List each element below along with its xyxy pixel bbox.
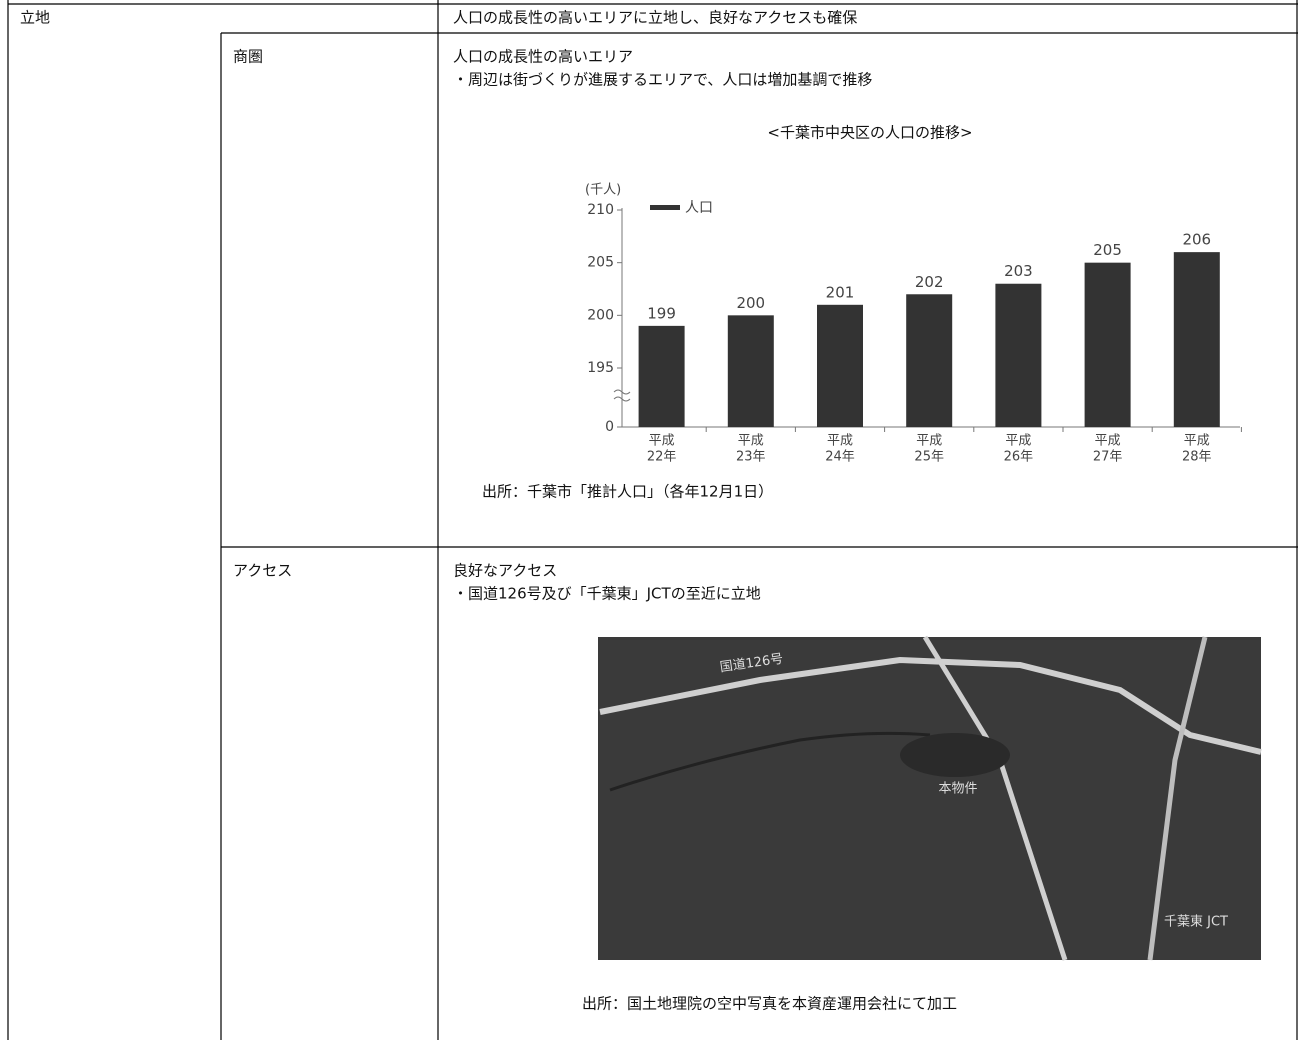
x-tick-label: 22年 — [647, 450, 677, 465]
axis-break — [613, 389, 631, 402]
x-tick-label: 23年 — [736, 450, 766, 465]
value-label: 201 — [826, 283, 855, 301]
row-label: 立地 — [20, 9, 50, 27]
value-label: 200 — [736, 294, 765, 312]
x-tick-label: 平成 — [1184, 434, 1210, 449]
photo-label: 千葉東 JCT — [1164, 914, 1228, 930]
x-tick-label: 24年 — [825, 450, 855, 465]
heading: 良好なアクセス — [453, 562, 557, 580]
value-label: 199 — [647, 304, 676, 322]
bar — [1173, 252, 1220, 427]
x-tick-label: 27年 — [1093, 450, 1123, 465]
photo-label: 本物件 — [938, 782, 977, 797]
legend-label: 人口 — [685, 200, 713, 216]
y-tick-label: 205 — [587, 255, 614, 271]
heading: 人口の成長性の高いエリア — [453, 48, 633, 66]
x-tick-label: 平成 — [738, 434, 764, 449]
aerial-photo: 国道126号 本物件 千葉東 JCT — [598, 635, 1262, 961]
value-label: 205 — [1093, 241, 1122, 259]
x-tick-label: 平成 — [1005, 434, 1031, 449]
value-label: 203 — [1004, 262, 1033, 280]
bar — [995, 283, 1042, 427]
chart-title: <千葉市中央区の人口の推移> — [767, 124, 972, 142]
x-tick-label: 25年 — [914, 450, 944, 465]
y-tick-label: 200 — [587, 307, 614, 323]
x-tick-label: 平成 — [916, 434, 942, 449]
bar — [1084, 262, 1131, 427]
row-label: 商圏 — [233, 48, 263, 66]
bar — [906, 294, 953, 427]
x-tick-label: 26年 — [1004, 450, 1034, 465]
bullet: ・周辺は街づくりが進展するエリアで、人口は増加基調で推移 — [453, 71, 872, 89]
y-tick-label: 210 — [587, 202, 614, 218]
chart: <千葉市中央区の人口の推移> (千人) 0 195 200 205 210 人口 199 平成… — [585, 124, 1242, 465]
photo — [598, 637, 1261, 960]
row-text: 人口の成長性の高いエリアに立地し、良好なアクセスも確保 — [453, 9, 857, 27]
river — [609, 731, 931, 792]
bullet: ・国道126号及び「千葉東」JCTの至近に立地 — [453, 585, 761, 603]
row-label: アクセス — [233, 562, 292, 580]
y-axis-label: (千人) — [585, 183, 621, 198]
pond — [900, 733, 1010, 777]
legend-swatch — [650, 205, 680, 210]
source: 出所：国土地理院の空中写真を本資産運用会社にて加工 — [582, 995, 957, 1013]
road — [599, 656, 1262, 755]
source: 出所：千葉市「推計人口」（各年12月1日） — [482, 483, 773, 501]
x-tick-label: 平成 — [1095, 434, 1121, 449]
y-tick-label: 0 — [605, 419, 614, 435]
y-tick-label: 195 — [587, 360, 614, 376]
value-label: 206 — [1182, 231, 1211, 249]
x-tick-label: 平成 — [649, 434, 675, 449]
x-tick-label: 28年 — [1182, 450, 1212, 465]
value-label: 202 — [915, 273, 944, 291]
road — [1147, 636, 1208, 961]
bar — [638, 325, 685, 427]
x-tick-label: 平成 — [827, 434, 853, 449]
bar — [727, 315, 774, 427]
bar — [817, 304, 863, 427]
